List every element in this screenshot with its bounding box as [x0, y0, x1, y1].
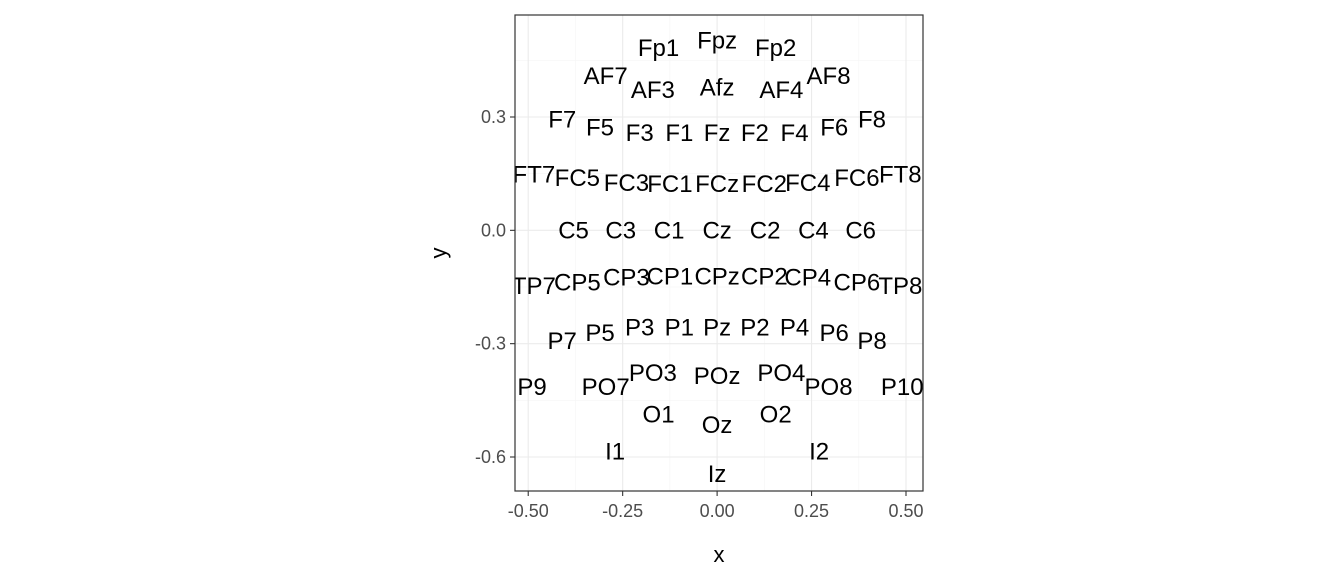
electrode-label-oz: Oz: [702, 412, 733, 439]
electrode-label-fc5: FC5: [555, 165, 600, 192]
y-tick-label: -0.6: [475, 447, 506, 467]
electrode-label-fc4: FC4: [785, 170, 830, 197]
electrode-label-p10: P10: [881, 374, 924, 401]
electrode-label-p5: P5: [585, 320, 614, 347]
x-tick-label: -0.25: [602, 501, 643, 521]
x-tick-label: 0.50: [888, 501, 923, 521]
electrode-label-p9: P9: [517, 374, 546, 401]
electrode-label-tp7: TP7: [512, 273, 556, 300]
electrode-label-po7: PO7: [582, 374, 630, 401]
electrode-label-po3: PO3: [629, 360, 677, 387]
y-tick-label: 0.0: [481, 220, 506, 240]
y-tick-label: 0.3: [481, 107, 506, 127]
electrode-label-f8: F8: [858, 107, 886, 134]
electrode-label-f1: F1: [665, 120, 693, 147]
panel-border: [514, 14, 924, 492]
electrode-label-c6: C6: [845, 217, 876, 244]
electrode-label-o2: O2: [760, 402, 792, 429]
electrode-label-ft7: FT7: [513, 161, 556, 188]
electrode-label-af3: AF3: [631, 77, 675, 104]
electrode-label-f2: F2: [741, 120, 769, 147]
electrode-label-pz: Pz: [703, 314, 731, 341]
electrode-label-o1: O1: [643, 402, 675, 429]
electrode-label-cp6: CP6: [834, 269, 881, 296]
y-tick-label: -0.3: [475, 334, 506, 354]
x-axis-title: x: [714, 542, 725, 567]
electrode-label-af8: AF8: [807, 63, 851, 90]
electrode-label-i2: I2: [809, 438, 829, 465]
electrode-label-cpz: CPz: [694, 263, 739, 290]
x-tick-label: -0.50: [508, 501, 549, 521]
x-tick-label: 0.00: [700, 501, 735, 521]
electrode-label-fc1: FC1: [647, 171, 692, 198]
electrode-label-af7: AF7: [584, 63, 628, 90]
electrode-label-cp1: CP1: [647, 263, 694, 290]
electrode-label-fc6: FC6: [834, 165, 879, 192]
electrode-label-cz: Cz: [702, 217, 731, 244]
electrode-label-fp2: Fp2: [755, 35, 796, 62]
electrode-label-p4: P4: [780, 314, 809, 341]
major-gridlines: [515, 15, 923, 491]
minor-gridlines: [515, 15, 923, 491]
electrode-label-cp2: CP2: [741, 263, 788, 290]
electrode-label-cp5: CP5: [554, 269, 601, 296]
x-tick-label: 0.25: [794, 501, 829, 521]
electrode-label-po4: PO4: [757, 360, 805, 387]
electrode-label-fc2: FC2: [742, 171, 787, 198]
electrode-label-fz: Fz: [704, 120, 731, 147]
y-axis-ticks: -0.6 -0.3 0.0 0.3: [475, 107, 515, 467]
electrode-label-poz: POz: [694, 363, 741, 390]
electrode-label-po8: PO8: [805, 374, 853, 401]
electrode-label-p1: P1: [665, 314, 694, 341]
electrode-label-tp8: TP8: [878, 273, 922, 300]
electrode-label-fcz: FCz: [695, 171, 739, 198]
electrode-label-f6: F6: [820, 115, 848, 142]
electrode-label-ft8: FT8: [879, 161, 922, 188]
electrode-label-c3: C3: [605, 217, 636, 244]
electrode-label-f7: F7: [548, 107, 576, 134]
electrode-label-c5: C5: [558, 217, 589, 244]
electrode-label-i1: I1: [605, 438, 625, 465]
electrode-label-f3: F3: [626, 120, 654, 147]
electrode-label-p8: P8: [857, 328, 886, 355]
electrode-label-fp1: Fp1: [638, 35, 679, 62]
electrode-label-p6: P6: [820, 320, 849, 347]
electrode-label-f5: F5: [586, 115, 614, 142]
electrode-label-af4: AF4: [759, 77, 803, 104]
panel-background: [515, 15, 923, 491]
electrode-label-p2: P2: [740, 314, 769, 341]
electrode-label-f4: F4: [781, 120, 809, 147]
electrode-label-c2: C2: [750, 217, 781, 244]
x-axis-ticks: -0.50 -0.25 0.00 0.25 0.50: [508, 491, 924, 521]
electrode-label-p7: P7: [548, 328, 577, 355]
electrode-label-iz: Iz: [708, 461, 727, 488]
electrode-label-c4: C4: [798, 217, 829, 244]
electrode-label-fc3: FC3: [604, 170, 649, 197]
electrode-label-c1: C1: [654, 217, 685, 244]
electrode-label-fpz: Fpz: [697, 27, 737, 54]
electrode-label-p3: P3: [625, 314, 654, 341]
y-axis-title: y: [426, 248, 451, 259]
electrode-label-afz: Afz: [700, 75, 735, 102]
electrode-label-cp3: CP3: [603, 265, 650, 292]
electrode-label-cp4: CP4: [784, 265, 831, 292]
